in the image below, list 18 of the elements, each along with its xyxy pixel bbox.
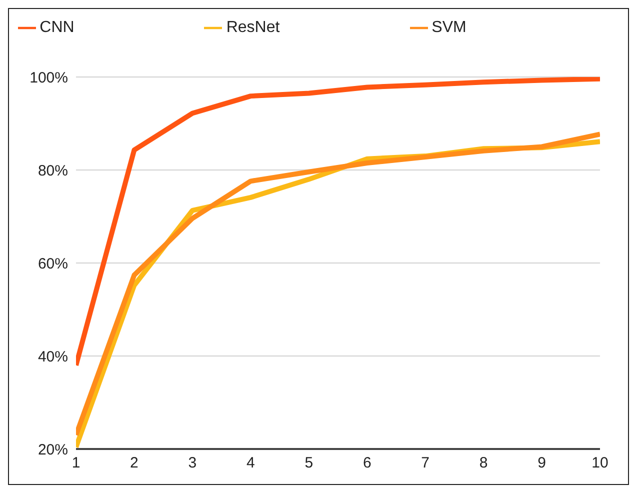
legend-label: SVM [432,19,466,36]
x-tick-label: 6 [362,454,372,472]
x-tick-label: 5 [304,454,314,472]
y-tick-label: 20% [38,441,68,458]
legend-label: ResNet [226,19,280,36]
x-tick-label: 3 [188,454,197,472]
x-tick-label: 8 [479,454,488,472]
y-tick-label: 100% [30,69,68,86]
x-tick-label: 10 [592,454,608,472]
x-tick-label: 9 [538,454,546,472]
x-tick-label: 2 [130,454,138,472]
legend-label: CNN [40,19,74,36]
x-tick-label: 4 [246,454,255,472]
y-tick-label: 60% [38,255,68,272]
x-tick-label: 7 [421,454,430,472]
y-tick-label: 80% [38,162,68,180]
y-tick-label: 40% [38,348,68,366]
x-tick-label: 1 [72,454,80,472]
